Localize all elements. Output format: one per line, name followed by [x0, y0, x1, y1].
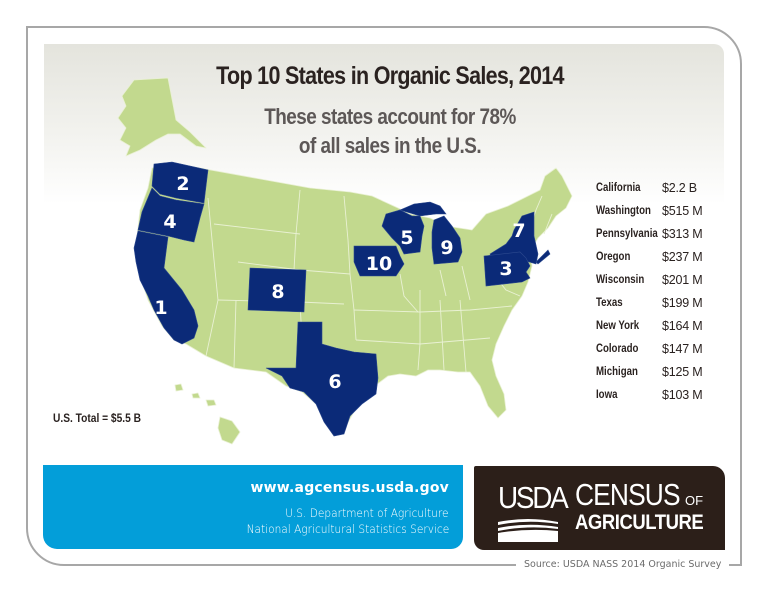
- legend-state: Michigan: [596, 365, 638, 378]
- rank-label-wisconsin: 5: [400, 227, 413, 249]
- state-california: [133, 230, 199, 345]
- us-total-label: U.S. Total = $5.5 B: [53, 411, 141, 425]
- rank-label-washington: 2: [176, 173, 189, 195]
- legend-state: Oregon: [596, 250, 631, 263]
- usda-field-icon: [498, 519, 558, 542]
- legend-row: Pennsylvania $313 M: [596, 222, 726, 245]
- subtitle-line-2: of all sales in the U.S.: [298, 133, 482, 158]
- rank-label-iowa: 10: [366, 253, 392, 275]
- rank-label-texas: 6: [328, 371, 341, 393]
- state-texas: [265, 321, 379, 437]
- source-note: Source: USDA NASS 2014 Organic Survey: [516, 559, 730, 570]
- legend-value: $164 M: [662, 318, 703, 333]
- state-colorado: [247, 267, 307, 313]
- rank-label-colorado: 8: [271, 281, 284, 303]
- legend-state: Wisconsin: [596, 273, 645, 286]
- agency-name: National Agricultural Statistics Service: [246, 522, 449, 536]
- website-link[interactable]: www.agcensus.usda.gov: [250, 480, 449, 496]
- legend-row: Oregon $237 M: [596, 245, 726, 268]
- department-name: U.S. Department of Agriculture: [285, 506, 449, 520]
- legend-row: Texas $199 M: [596, 291, 726, 314]
- legend-state: Pennsylvania: [596, 227, 658, 240]
- state-oregon: [137, 187, 205, 243]
- sales-legend: California $2.2 B Washington $515 M Penn…: [596, 176, 726, 406]
- census-logo-text: CENSUS: [575, 477, 681, 512]
- state-iowa: [353, 245, 405, 277]
- legend-state: Washington: [596, 204, 651, 217]
- rank-label-new-york: 7: [512, 220, 525, 242]
- legend-value: $201 M: [662, 272, 703, 287]
- legend-row: Washington $515 M: [596, 199, 726, 222]
- agriculture-logo-text: AGRICULTURE: [575, 511, 704, 534]
- legend-row: Colorado $147 M: [596, 337, 726, 360]
- rank-label-michigan: 9: [440, 237, 453, 259]
- legend-state: Colorado: [596, 342, 639, 355]
- legend-value: $2.2 B: [662, 180, 697, 195]
- state-washington: [151, 161, 209, 204]
- state-wisconsin: [381, 209, 425, 255]
- state-continental-base: [135, 162, 573, 437]
- legend-value: $199 M: [662, 295, 703, 310]
- state-pennsylvania: [483, 251, 531, 287]
- rank-label-pennsylvania: 3: [499, 258, 512, 280]
- legend-value: $103 M: [662, 387, 703, 402]
- legend-state: Iowa: [596, 388, 618, 401]
- rank-label-oregon: 4: [163, 211, 176, 233]
- footer-info-bar: www.agcensus.usda.gov U.S. Department of…: [43, 465, 463, 549]
- usda-logo-text: USDA: [498, 480, 569, 515]
- legend-state: California: [596, 181, 641, 194]
- of-logo-text: OF: [685, 493, 704, 508]
- legend-value: $237 M: [662, 249, 703, 264]
- legend-row: California $2.2 B: [596, 176, 726, 199]
- legend-value: $515 M: [662, 203, 703, 218]
- chart-title: Top 10 States in Organic Sales, 2014: [216, 62, 564, 90]
- legend-state: Texas: [596, 296, 623, 309]
- legend-row: Michigan $125 M: [596, 360, 726, 383]
- legend-value: $125 M: [662, 364, 703, 379]
- state-michigan: [399, 201, 463, 265]
- rank-label-california: 1: [154, 297, 167, 319]
- legend-value: $147 M: [662, 341, 703, 356]
- legend-value: $313 M: [662, 226, 703, 241]
- legend-row: New York $164 M: [596, 314, 726, 337]
- legend-state: New York: [596, 319, 640, 332]
- state-hawaii: [174, 383, 241, 445]
- census-logo-bar: USDA CENSUS OF AGRICULTURE: [474, 466, 725, 550]
- state-alaska: [117, 77, 207, 157]
- legend-row: Iowa $103 M: [596, 383, 726, 406]
- subtitle-line-1: These states account for 78%: [264, 104, 516, 129]
- legend-row: Wisconsin $201 M: [596, 268, 726, 291]
